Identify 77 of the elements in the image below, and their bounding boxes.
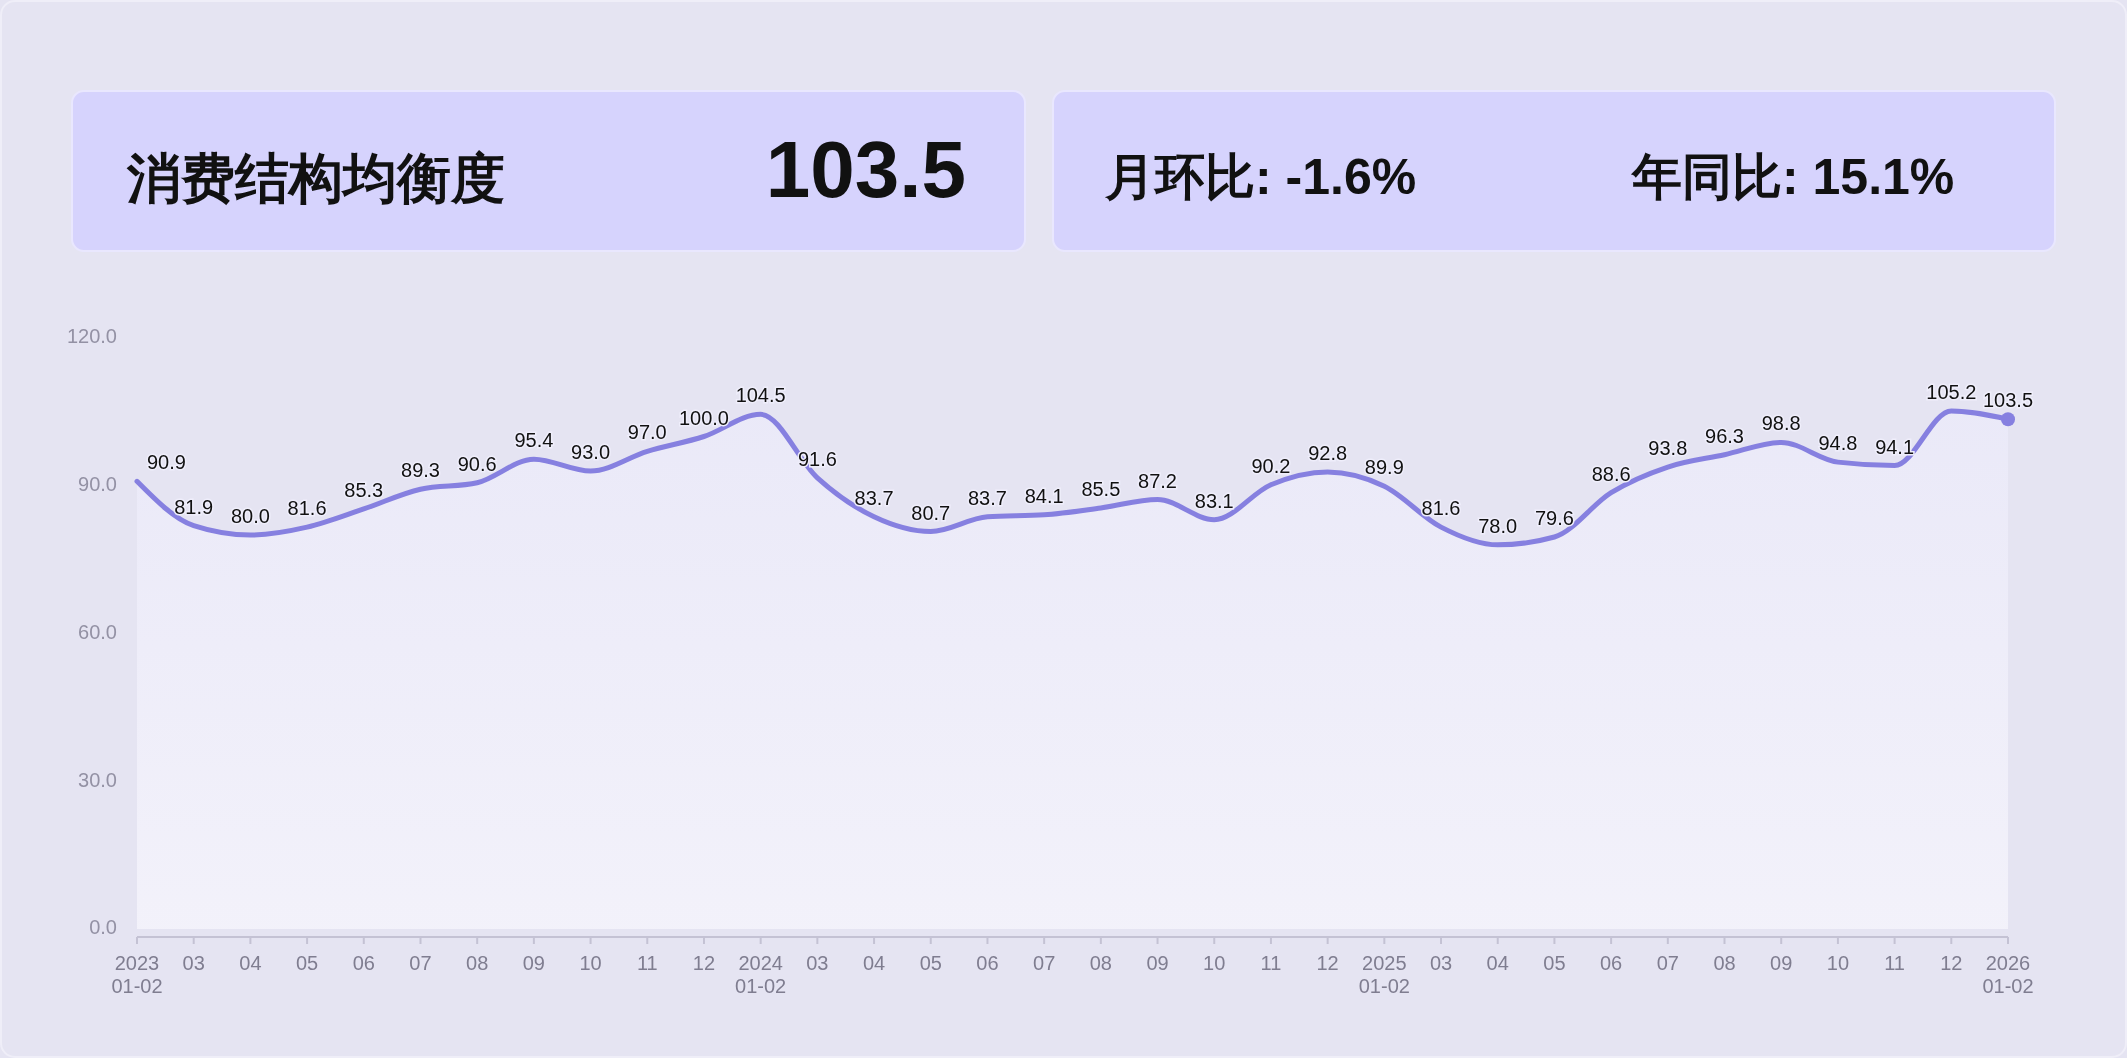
x-tick-label: 12 [1316,952,1339,974]
x-tick-label: 10 [1203,952,1226,974]
x-tick-label: 10 [579,952,602,974]
x-tick-label: 2024 01-02 [735,952,787,997]
text: 年同比: 15.1% [1630,149,1955,205]
x-tick-label: 09 [522,952,545,974]
x-tick-label: 03 [806,952,829,974]
data-label: 96.3 [1705,424,1744,447]
y-tick-label: 0.0 [89,916,117,939]
data-label: 91.6 [797,447,837,470]
y-tick-label: 60.0 [78,620,117,643]
data-label: 85.3 [344,478,384,501]
data-label: 80.0 [230,505,270,527]
x-tick-label: 07 [1656,952,1679,974]
data-label: 105.2 [1926,380,1977,403]
x-tick-label: 03 [1429,952,1453,974]
data-label: 88.6 [1591,462,1631,485]
x-tick-label: 08 [1089,952,1112,974]
data-label: 93.0 [571,440,611,463]
text: 月环比: -1.6% [1104,149,1417,205]
x-tick-label: 12 [1940,952,1963,974]
x-tick-label: 2023 01-02 [111,952,163,997]
x-tick-label: 2025 01-02 [1358,952,1410,997]
data-label: 81.6 [1421,497,1461,520]
data-label: 103.5 [1982,389,2034,412]
x-tick-label: 05 [919,952,942,974]
y-tick-label: 90.0 [78,473,117,496]
data-label: 95.4 [514,429,554,452]
data-label: 87.2 [1138,469,1178,492]
data-label: 83.1 [1194,489,1234,512]
data-label: 93.8 [1648,437,1688,460]
x-tick-label: 11 [1260,952,1282,974]
data-label: 98.8 [1761,412,1801,435]
x-tick-label: 04 [239,952,262,974]
data-label: 94.1 [1875,435,1915,458]
x-tick-label: 12 [692,952,716,974]
data-label: 81.9 [174,495,214,518]
x-tick-label: 06 [352,952,375,974]
x-tick-label: 11 [1884,952,1905,974]
data-label: 90.6 [457,452,497,475]
data-label: 92.8 [1308,441,1348,464]
data-label: 100.0 [678,406,729,429]
data-label: 81.6 [287,497,327,520]
data-label: 104.5 [735,384,786,407]
y-tick-label: 120.0 [66,325,117,348]
data-label: 90.9 [147,451,186,474]
x-tick-label: 2026 01-02 [1982,952,2034,997]
data-label: 89.3 [401,459,440,482]
x-tick-label: 05 [295,952,319,974]
data-label: 79.6 [1534,506,1574,529]
data-label: 80.7 [911,501,951,524]
y-tick-label: 30.0 [78,768,117,791]
x-tick-label: 11 [636,952,658,974]
x-tick-label: 06 [1600,952,1623,974]
data-label: 94.8 [1818,432,1858,455]
x-tick-label: 08 [466,952,489,974]
x-tick-label: 07 [409,952,432,974]
data-label: 85.5 [1081,477,1121,500]
x-tick-label: 09 [1770,952,1793,974]
data-label: 90.2 [1251,454,1291,477]
x-tick-label: 06 [976,952,999,974]
text: 103.5 [765,125,966,214]
x-tick-label: 03 [182,952,205,974]
x-tick-label: 05 [1543,952,1566,974]
data-label: 89.9 [1364,456,1404,479]
data-label: 83.7 [854,486,894,509]
data-label: 84.1 [1024,484,1064,507]
x-tick-label: 09 [1146,952,1169,974]
x-tick-label: 07 [1033,952,1056,974]
data-label: 78.0 [1478,514,1518,537]
x-tick-label: 04 [862,952,886,974]
x-tick-label: 08 [1713,952,1736,974]
text: 消费结构均衡度 [126,147,505,210]
data-label: 83.7 [967,486,1007,509]
x-tick-label: 10 [1826,952,1850,974]
data-label: 97.0 [627,421,667,444]
x-tick-label: 04 [1486,952,1509,974]
